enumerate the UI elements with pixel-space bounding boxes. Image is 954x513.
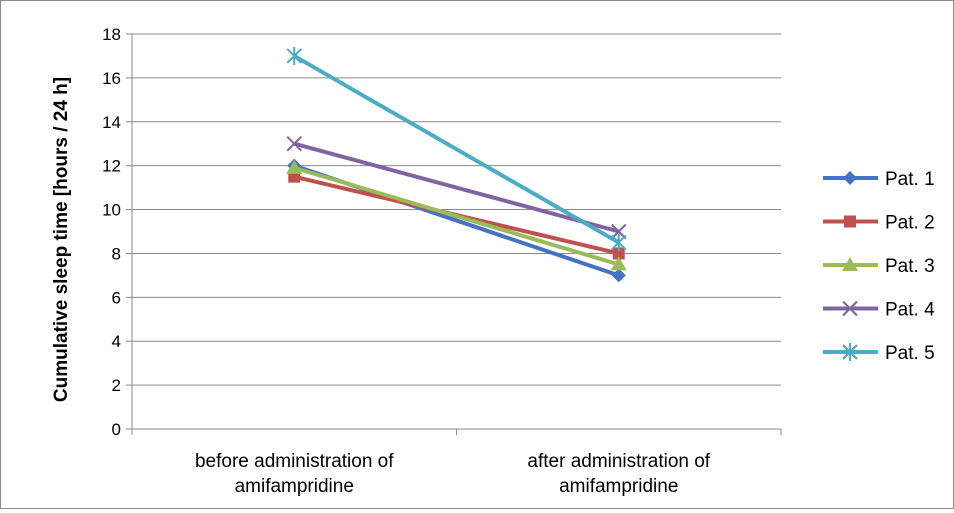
legend-label: Pat. 2 xyxy=(885,213,935,234)
y-tick-label: 4 xyxy=(112,332,121,351)
data-point xyxy=(611,223,627,240)
series-4 xyxy=(286,136,627,240)
marker-triangle xyxy=(610,256,627,271)
legend-label: Pat. 1 xyxy=(885,169,935,190)
data-point xyxy=(612,247,625,260)
legend-label: Pat. 4 xyxy=(885,300,935,321)
series-line xyxy=(293,165,620,267)
axes xyxy=(126,33,782,435)
marker-diamond xyxy=(843,171,857,185)
y-tick-label: 10 xyxy=(102,201,121,220)
x-category-label: before administration of amifampridine xyxy=(195,451,394,497)
marker-x-stroke xyxy=(842,300,858,317)
y-axis-title: Cumulative sleep time [hours / 24 h] xyxy=(51,77,72,402)
legend-item: Pat. 2 xyxy=(823,213,935,234)
legend-marker xyxy=(842,300,858,317)
marker-x-stroke xyxy=(286,136,302,152)
marker-square xyxy=(844,215,856,228)
legend-item: Pat. 5 xyxy=(823,343,935,364)
x-category-label-line: amifampridine xyxy=(235,476,354,497)
legend-label: Pat. 3 xyxy=(885,256,935,277)
x-category-labels: before administration of amifampridineaft… xyxy=(195,451,711,497)
marker-triangle xyxy=(286,159,303,174)
legend-item: Pat. 4 xyxy=(823,300,935,321)
legend-item: Pat. 3 xyxy=(823,256,935,277)
y-tick-label: 8 xyxy=(112,244,121,263)
y-tick-label: 12 xyxy=(102,157,121,176)
legend-marker xyxy=(844,215,856,228)
marker-x-stroke xyxy=(611,223,627,240)
data-point xyxy=(611,268,626,283)
legend-marker xyxy=(843,171,857,185)
marker-diamond xyxy=(611,268,626,283)
data-point xyxy=(286,159,303,174)
x-category-label-line: amifampridine xyxy=(559,476,678,497)
marker-square xyxy=(612,247,625,260)
y-tick-label: 2 xyxy=(112,376,121,395)
marker-triangle xyxy=(842,257,858,271)
gridlines xyxy=(132,33,781,386)
legend-label: Pat. 5 xyxy=(885,343,935,364)
series-3 xyxy=(286,159,627,271)
legend-marker xyxy=(842,343,858,361)
x-category-label: after administration of amifampridine xyxy=(527,451,710,497)
x-category-label-line: after administration of xyxy=(527,451,710,472)
series-line xyxy=(293,54,620,245)
y-tick-label: 14 xyxy=(102,113,121,132)
y-tick-label: 18 xyxy=(102,25,121,44)
y-tick-label: 16 xyxy=(102,69,121,88)
series-5 xyxy=(286,46,627,252)
legend-marker xyxy=(842,257,858,271)
y-tick-labels: 0 2 4 6 8 10 12 14 16 18 xyxy=(102,25,121,439)
data-point xyxy=(610,256,627,271)
legend: Pat. 1 Pat. 2 Pat. 3 Pat. 4 Pat. 5 xyxy=(823,169,935,364)
legend-item: Pat. 1 xyxy=(823,169,935,190)
x-category-label-line: before administration of xyxy=(195,451,394,472)
data-point xyxy=(286,46,302,65)
series-line xyxy=(293,141,620,234)
data-point xyxy=(611,233,627,252)
y-tick-label: 0 xyxy=(112,420,121,439)
data-point xyxy=(286,136,302,152)
series-lines xyxy=(286,46,627,283)
y-tick-label: 6 xyxy=(112,288,121,307)
